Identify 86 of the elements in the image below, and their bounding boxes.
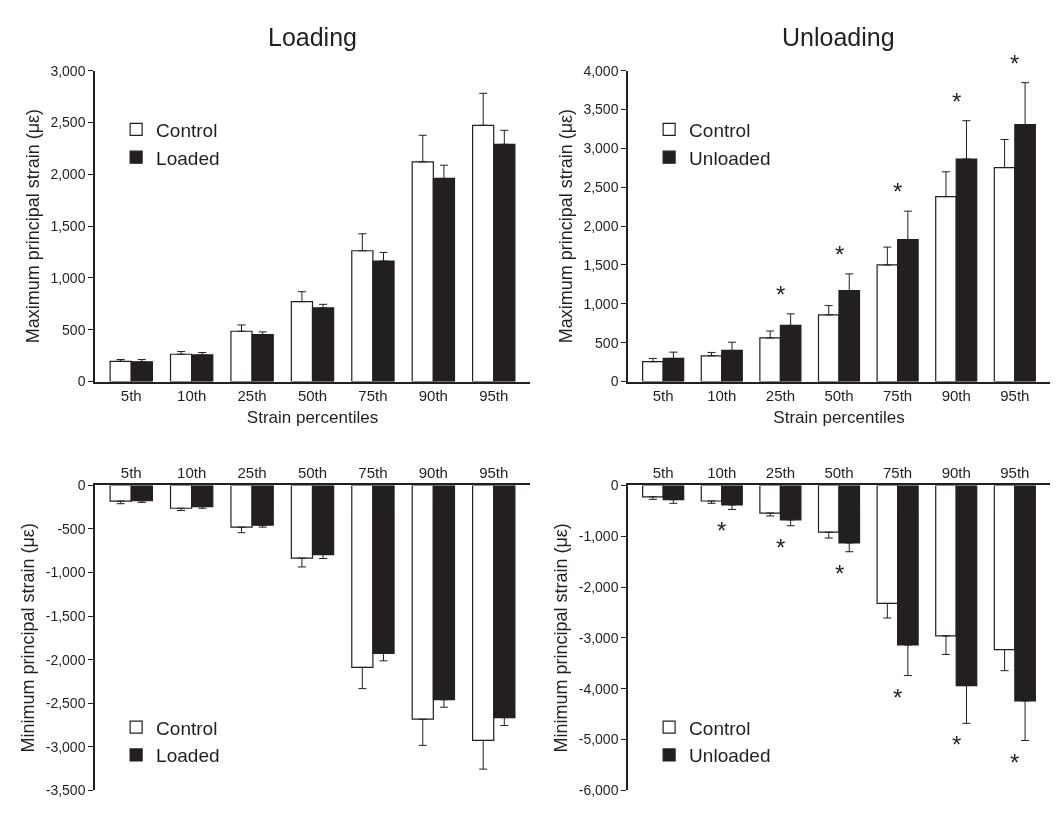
chart-title: Unloading [782, 23, 895, 51]
y-tick-label: -2,500 [45, 695, 86, 712]
x-tick-label: 75th [883, 463, 913, 481]
x-tick-label: 10th [177, 463, 207, 481]
x-tick-label: 25th [237, 463, 267, 481]
x-tick-label: 75th [358, 463, 388, 481]
legend-label: Control [156, 119, 218, 141]
y-tick-label: -3,500 [45, 782, 86, 799]
y-tick-label: 0 [610, 477, 619, 494]
x-tick-label: 5th [120, 463, 142, 481]
y-tick-label: 500 [62, 321, 86, 338]
legend-label: Control [156, 717, 218, 739]
y-tick-label: 2,000 [583, 218, 619, 235]
x-tick-label: 10th [707, 463, 737, 481]
x-tick-label: 95th [1000, 387, 1030, 405]
annotation: * [893, 684, 903, 711]
x-tick-label: 95th [479, 463, 509, 481]
y-axis-title: Minimum principal strain (με) [551, 523, 572, 753]
y-tick-label: 2,000 [50, 166, 86, 183]
y-tick-label: 3,000 [583, 140, 619, 157]
annotation: * [776, 534, 786, 561]
y-tick-label: -3,000 [45, 738, 86, 755]
x-tick-label: 10th [177, 387, 207, 405]
y-tick-label: -2,000 [578, 578, 619, 595]
x-tick-label: 50th [824, 463, 854, 481]
y-tick-label: 3,500 [583, 101, 619, 118]
x-tick-label: 50th [824, 387, 854, 405]
annotation: * [717, 517, 727, 544]
x-tick-label: 25th [765, 387, 795, 405]
x-tick-label: 5th [652, 387, 674, 405]
y-tick-label: 3,000 [50, 62, 86, 79]
annotation: * [835, 560, 845, 587]
x-tick-label: 50th [297, 387, 328, 405]
y-tick-label: -1,000 [578, 528, 619, 545]
y-tick-label: 1,500 [50, 218, 86, 235]
y-tick-label: -2,000 [45, 651, 86, 668]
annotation: * [1010, 50, 1020, 77]
legend-label: Loaded [156, 147, 220, 169]
legend-label: Control [689, 717, 751, 739]
y-tick-label: 2,500 [583, 179, 619, 196]
x-tick-label: 90th [941, 463, 971, 481]
x-tick-label: 25th [237, 387, 267, 405]
y-tick-label: 0 [77, 477, 86, 494]
x-tick-label: 90th [941, 387, 971, 405]
x-tick-label: 75th [883, 387, 913, 405]
x-tick-label: 95th [1000, 463, 1030, 481]
y-axis-title: Maximum principal strain (με) [556, 108, 577, 344]
legend-label: Unloaded [689, 745, 771, 767]
x-tick-label: 90th [418, 387, 448, 405]
annotation: * [893, 178, 903, 205]
x-axis-title: Strain percentiles [773, 408, 905, 428]
x-tick-label: 25th [765, 463, 795, 481]
x-tick-label: 10th [707, 387, 737, 405]
x-axis-title: Strain percentiles [246, 408, 379, 428]
x-tick-label: 95th [479, 387, 509, 405]
y-tick-label: 2,500 [50, 114, 86, 131]
y-axis-title: Minimum principal strain (με) [18, 523, 39, 753]
x-tick-label: 50th [297, 463, 328, 481]
y-tick-label: 1,000 [50, 269, 86, 286]
annotation: * [835, 241, 845, 268]
legend-label: Unloaded [689, 147, 771, 169]
legend-label: Loaded [156, 745, 220, 767]
x-tick-label: 90th [418, 463, 448, 481]
annotation: * [952, 731, 962, 758]
annotation: * [1010, 749, 1020, 776]
annotation: * [776, 281, 786, 308]
legend-label: Control [689, 119, 751, 141]
annotation: * [952, 88, 962, 115]
x-tick-label: 5th [652, 463, 674, 481]
chart-title: Loading [268, 23, 357, 51]
y-tick-label: 500 [595, 334, 619, 351]
y-tick-label: 1,500 [583, 256, 619, 273]
x-tick-label: 5th [120, 387, 142, 405]
y-tick-label: 1,000 [583, 295, 619, 312]
y-tick-label: -1,000 [45, 564, 86, 581]
y-tick-label: -500 [57, 520, 86, 537]
y-tick-label: 0 [77, 373, 86, 390]
y-tick-label: -4,000 [578, 680, 619, 697]
y-tick-label: -6,000 [578, 782, 619, 799]
y-tick-label: -3,000 [578, 629, 619, 646]
y-axis-title: Maximum principal strain (με) [23, 108, 44, 344]
y-tick-label: -1,500 [45, 607, 86, 624]
y-tick-label: -5,000 [578, 731, 619, 748]
x-tick-label: 75th [358, 387, 388, 405]
y-tick-label: 4,000 [583, 62, 619, 79]
y-tick-label: 0 [610, 373, 619, 390]
